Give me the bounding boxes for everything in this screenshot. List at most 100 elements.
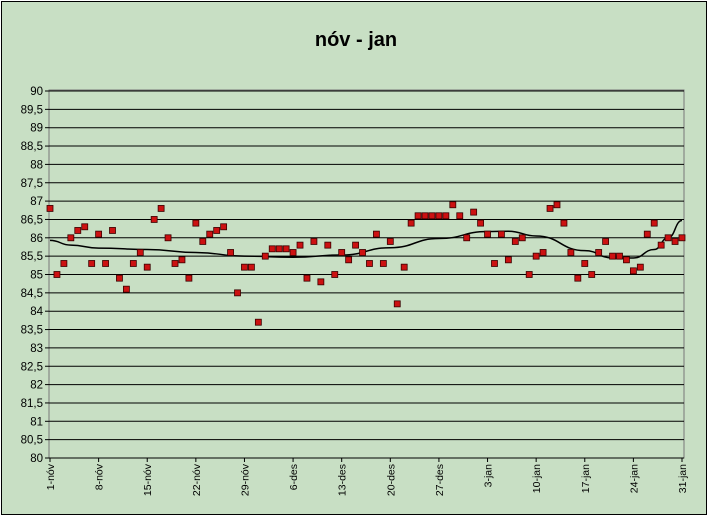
y-tick-label: 87,5 <box>21 178 43 190</box>
data-point <box>275 245 283 253</box>
x-tick-label: 1-nóv <box>45 463 57 490</box>
data-point <box>60 260 68 267</box>
x-tick-label: 6-des <box>288 464 300 490</box>
y-tick-label: 80 <box>30 453 43 465</box>
x-tick-label: 13-des <box>337 464 349 496</box>
data-point <box>261 252 269 260</box>
data-point <box>303 274 311 282</box>
data-point <box>157 205 165 212</box>
x-axis: 1-nóv 8-nóv 15-nóv 22-nóv 29-nóv 6-des 13-des 2… <box>45 458 689 496</box>
data-point <box>581 260 589 267</box>
data-point <box>199 238 207 245</box>
data-point <box>116 274 123 282</box>
data-point <box>636 263 644 271</box>
data-point <box>525 271 533 278</box>
data-point <box>359 249 366 256</box>
data-point <box>254 318 262 326</box>
data-point <box>664 234 672 242</box>
data-point <box>546 205 554 212</box>
y-tick-label: 88,5 <box>21 141 43 153</box>
data-point <box>532 252 540 260</box>
data-point <box>470 208 478 216</box>
data-point <box>650 219 658 227</box>
y-tick-label: 89,5 <box>21 104 43 116</box>
data-point <box>88 260 96 267</box>
data-point <box>129 260 137 267</box>
data-point <box>616 252 623 260</box>
data-point <box>456 212 464 220</box>
data-point <box>102 260 109 267</box>
y-tick-label: 83,5 <box>21 325 43 337</box>
y-tick-label: 87 <box>30 196 43 208</box>
data-point <box>511 238 519 245</box>
data-point <box>220 223 228 231</box>
data-point <box>373 230 380 238</box>
y-tick-label: 89 <box>30 123 43 135</box>
data-point <box>602 238 610 245</box>
data-point <box>386 238 394 245</box>
data-point <box>268 245 276 253</box>
data-point <box>338 249 346 256</box>
data-point <box>248 263 255 271</box>
y-tick-label: 85,5 <box>21 251 43 263</box>
data-point <box>143 263 151 271</box>
y-tick-label: 88 <box>30 159 43 171</box>
data-point <box>671 238 679 245</box>
data-point <box>234 289 241 297</box>
data-point <box>421 212 429 220</box>
data-point <box>442 212 450 220</box>
y-axis: 80 80,5 81 81,5 82 82,5 83 83,5 84 84,5 85 85,5 86 86… <box>21 86 49 465</box>
data-point <box>53 271 61 278</box>
data-point <box>206 230 214 238</box>
data-point <box>366 260 373 267</box>
data-point <box>449 201 457 209</box>
data-point <box>498 230 505 238</box>
x-tick-label: 20-des <box>385 464 397 496</box>
data-point <box>241 263 248 271</box>
data-point <box>352 241 359 249</box>
y-tick-label: 84,5 <box>21 288 43 300</box>
x-tick-label: 17-jan <box>580 464 592 493</box>
data-point <box>629 267 637 275</box>
y-tick-label: 85 <box>30 270 43 282</box>
data-point <box>553 201 561 209</box>
data-point <box>324 241 332 249</box>
data-point <box>109 227 116 234</box>
x-tick-label: 8-nóv <box>94 463 106 490</box>
data-point <box>477 219 484 227</box>
data-point <box>393 300 401 308</box>
data-point <box>185 274 193 282</box>
data-point <box>296 241 304 249</box>
x-tick-label: 22-nóv <box>191 463 203 496</box>
data-point <box>192 219 200 227</box>
data-points <box>46 201 686 326</box>
data-point <box>136 249 144 256</box>
data-point <box>95 230 103 238</box>
data-point <box>623 256 630 264</box>
data-point <box>345 256 353 264</box>
data-point <box>518 234 526 242</box>
data-point <box>164 234 172 242</box>
data-point <box>282 245 290 253</box>
data-point <box>289 249 297 256</box>
data-point <box>574 274 582 282</box>
data-point <box>379 260 387 267</box>
y-tick-label: 80,5 <box>21 435 43 447</box>
y-tick-label: 81 <box>30 416 43 428</box>
x-tick-label: 27-des <box>434 464 446 496</box>
data-point <box>407 219 415 227</box>
x-tick-label: 15-nóv <box>142 463 154 496</box>
y-tick-label: 82,5 <box>21 361 43 373</box>
data-point <box>227 249 234 256</box>
data-point <box>484 230 491 238</box>
data-point <box>317 278 325 286</box>
y-tick-label: 84 <box>30 306 43 318</box>
data-point <box>178 256 186 264</box>
y-tick-label: 82 <box>30 380 43 392</box>
data-point <box>150 216 158 223</box>
data-point <box>657 241 665 249</box>
data-point <box>539 249 547 256</box>
x-tick-label: 3-jan <box>483 464 495 488</box>
